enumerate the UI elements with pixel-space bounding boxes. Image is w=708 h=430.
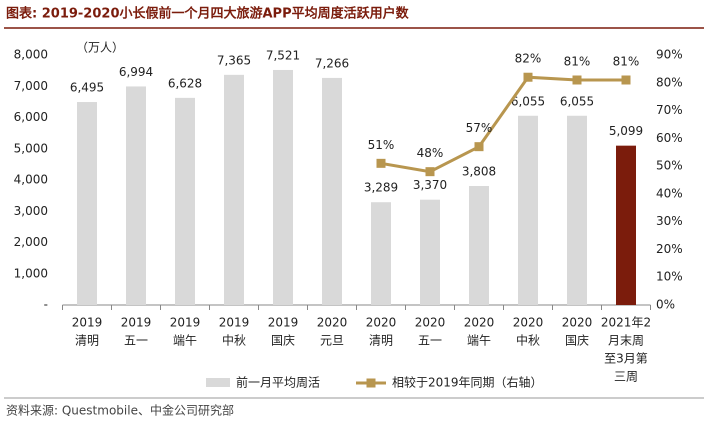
x-tick-label: 五一: [124, 334, 148, 348]
x-tick-label: 国庆: [565, 334, 589, 348]
y2-tick-label: 50%: [656, 159, 683, 173]
x-tick-label: 2019: [268, 316, 299, 330]
line-value-label: 81%: [564, 55, 591, 69]
line-value-label: 82%: [515, 52, 542, 66]
x-tick-label: 2020: [464, 316, 495, 330]
line-marker: [621, 75, 631, 85]
bar: [224, 74, 244, 305]
bar-value-label: 7,266: [315, 56, 349, 70]
y-tick-label: -: [44, 298, 48, 312]
bar: [616, 145, 636, 305]
y-tick-label: 5,000: [14, 141, 48, 155]
x-tick-label: 2019: [72, 316, 103, 330]
y2-tick-label: 60%: [656, 131, 683, 145]
bar: [420, 199, 440, 305]
bar-value-label: 3,370: [413, 178, 447, 192]
y2-tick-label: 80%: [656, 75, 683, 89]
legend-swatch: [366, 378, 376, 388]
bar-value-label: 3,808: [462, 165, 496, 179]
bar: [469, 186, 489, 305]
y-tick-label: 2,000: [14, 235, 48, 249]
y-tick-label: 3,000: [14, 204, 48, 218]
line-value-label: 57%: [466, 121, 493, 135]
x-tick-label: 2020: [513, 316, 544, 330]
bar: [567, 115, 587, 305]
bar-value-label: 7,365: [217, 53, 251, 67]
bar: [175, 97, 195, 305]
y2-tick-label: 40%: [656, 186, 683, 200]
legend-label: 前一月平均周活: [236, 375, 320, 390]
bar-value-label: 6,055: [511, 94, 545, 108]
x-tick-label: 2020: [562, 316, 593, 330]
bar: [273, 69, 293, 305]
bar: [126, 86, 146, 305]
x-tick-label: 2019: [219, 316, 250, 330]
x-tick-label: 2019: [121, 316, 152, 330]
bar-value-label: 6,994: [119, 65, 153, 79]
legend-label: 相较于2019年同期（右轴）: [392, 375, 543, 390]
line-marker: [523, 72, 533, 82]
line-marker: [376, 158, 386, 168]
x-tick-label: 2019: [170, 316, 201, 330]
source: 资料来源: Questmobile、中金公司研究部: [6, 403, 234, 418]
y-tick-label: 8,000: [14, 48, 48, 62]
legend-swatch: [206, 378, 230, 387]
y2-tick-label: 30%: [656, 214, 683, 228]
x-tick-label: 端午: [173, 334, 197, 348]
x-tick-label: 中秋: [516, 333, 540, 348]
bar-value-label: 6,628: [168, 76, 202, 90]
chart-title: 图表: 2019-2020小长假前一个月四大旅游APP平均周度活跃用户数: [6, 6, 410, 22]
line-marker: [572, 75, 582, 85]
bar: [518, 115, 538, 305]
x-tick-label: 月末周: [608, 334, 644, 348]
x-tick-label: 清明: [75, 334, 99, 348]
y2-tick-label: 70%: [656, 103, 683, 117]
line-marker: [474, 142, 484, 152]
bar-value-label: 3,289: [364, 181, 398, 195]
bar: [322, 77, 342, 305]
x-tick-label: 2020: [366, 316, 397, 330]
bar: [77, 102, 97, 305]
x-tick-label: 2020: [317, 316, 348, 330]
x-tick-label: 中秋: [222, 333, 246, 348]
y-tick-label: 1,000: [14, 266, 48, 280]
y-tick-label: 7,000: [14, 79, 48, 93]
x-tick-label: 端午: [467, 334, 491, 348]
bar: [371, 202, 391, 305]
y-tick-label: 6,000: [14, 110, 48, 124]
y-tick-label: 4,000: [14, 173, 48, 187]
y2-tick-label: 10%: [656, 270, 683, 284]
x-tick-label: 元旦: [320, 334, 344, 348]
line: [380, 75, 626, 174]
x-tick-label: 国庆: [271, 334, 295, 348]
x-tick-label: 三周: [614, 370, 638, 384]
y2-tick-label: 90%: [656, 48, 683, 62]
bar-value-label: 5,099: [609, 124, 643, 138]
x-tick-label: 2020: [415, 316, 446, 330]
y2-tick-label: 20%: [656, 242, 683, 256]
line-marker: [425, 167, 435, 177]
y2-tick-label: 0%: [656, 298, 675, 312]
x-tick-label: 至3月第: [604, 352, 648, 366]
line-value-label: 48%: [417, 146, 444, 160]
bar-value-label: 6,495: [70, 81, 104, 95]
unit-label: （万人）: [76, 41, 124, 55]
line-value-label: 51%: [368, 138, 395, 152]
x-tick-label: 清明: [369, 334, 393, 348]
x-tick-label: 五一: [418, 334, 442, 348]
x-tick-label: 2021年2: [601, 316, 651, 330]
bar-value-label: 6,055: [560, 94, 594, 108]
line-value-label: 81%: [613, 55, 640, 69]
bar-value-label: 7,521: [266, 48, 300, 62]
